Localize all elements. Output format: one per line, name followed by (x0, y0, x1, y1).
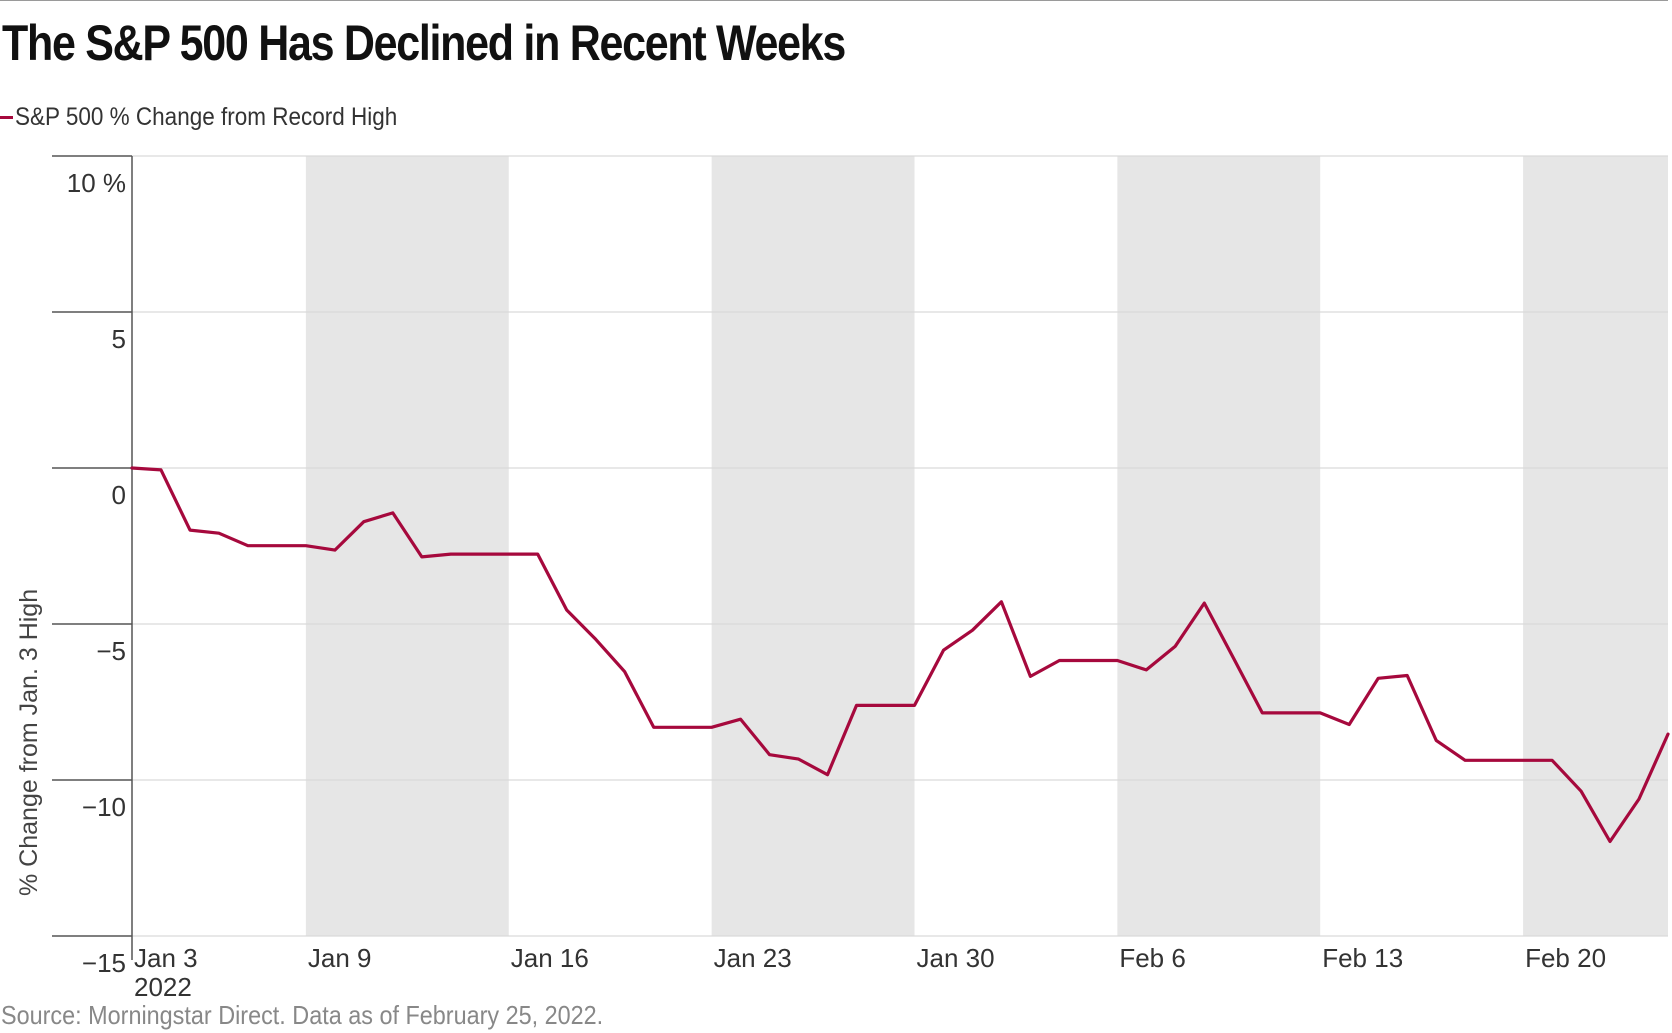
x-tick-label: Jan 30 (916, 943, 994, 973)
x-tick-label: Feb 6 (1119, 943, 1186, 973)
top-rule (0, 0, 1668, 1)
y-tick-label: −15 (82, 948, 126, 978)
chart-title: The S&P 500 Has Declined in Recent Weeks (2, 15, 846, 71)
source-note: Source: Morningstar Direct. Data as of F… (1, 1000, 604, 1030)
y-tick-label: 10 % (67, 168, 126, 198)
y-axis-ticks: 10 % 5 0 −5 −10 −15 (52, 155, 132, 978)
legend: S&P 500 % Change from Record High (0, 102, 440, 132)
y-tick-label: 0 (112, 480, 126, 510)
shaded-week-2 (711, 156, 915, 936)
shaded-week-3 (1117, 156, 1321, 936)
x-tick-label: Feb 13 (1322, 943, 1403, 973)
series-layer (130, 466, 1670, 844)
x-tick-label: Jan 23 (714, 943, 792, 973)
shaded-week-4 (1523, 156, 1668, 936)
x-tick-sublabel: 2022 (134, 972, 192, 1000)
x-tick-label: Jan 9 (308, 943, 372, 973)
y-tick-label: −10 (82, 792, 126, 822)
y-axis-title: % Change from Jan. 3 High (15, 589, 43, 896)
legend-swatch (0, 115, 13, 119)
shaded-week-1 (305, 156, 509, 936)
y-tick-label: 5 (112, 324, 126, 354)
weekend-bands (305, 156, 1668, 936)
legend-label: S&P 500 % Change from Record High (15, 102, 398, 131)
x-tick-label: Feb 20 (1525, 943, 1606, 973)
series-line-1 (130, 466, 1670, 844)
gridlines (132, 155, 1668, 937)
x-tick-label: Jan 3 (134, 943, 198, 973)
x-tick-label: Jan 16 (511, 943, 589, 973)
y-tick-label: −5 (96, 636, 126, 666)
